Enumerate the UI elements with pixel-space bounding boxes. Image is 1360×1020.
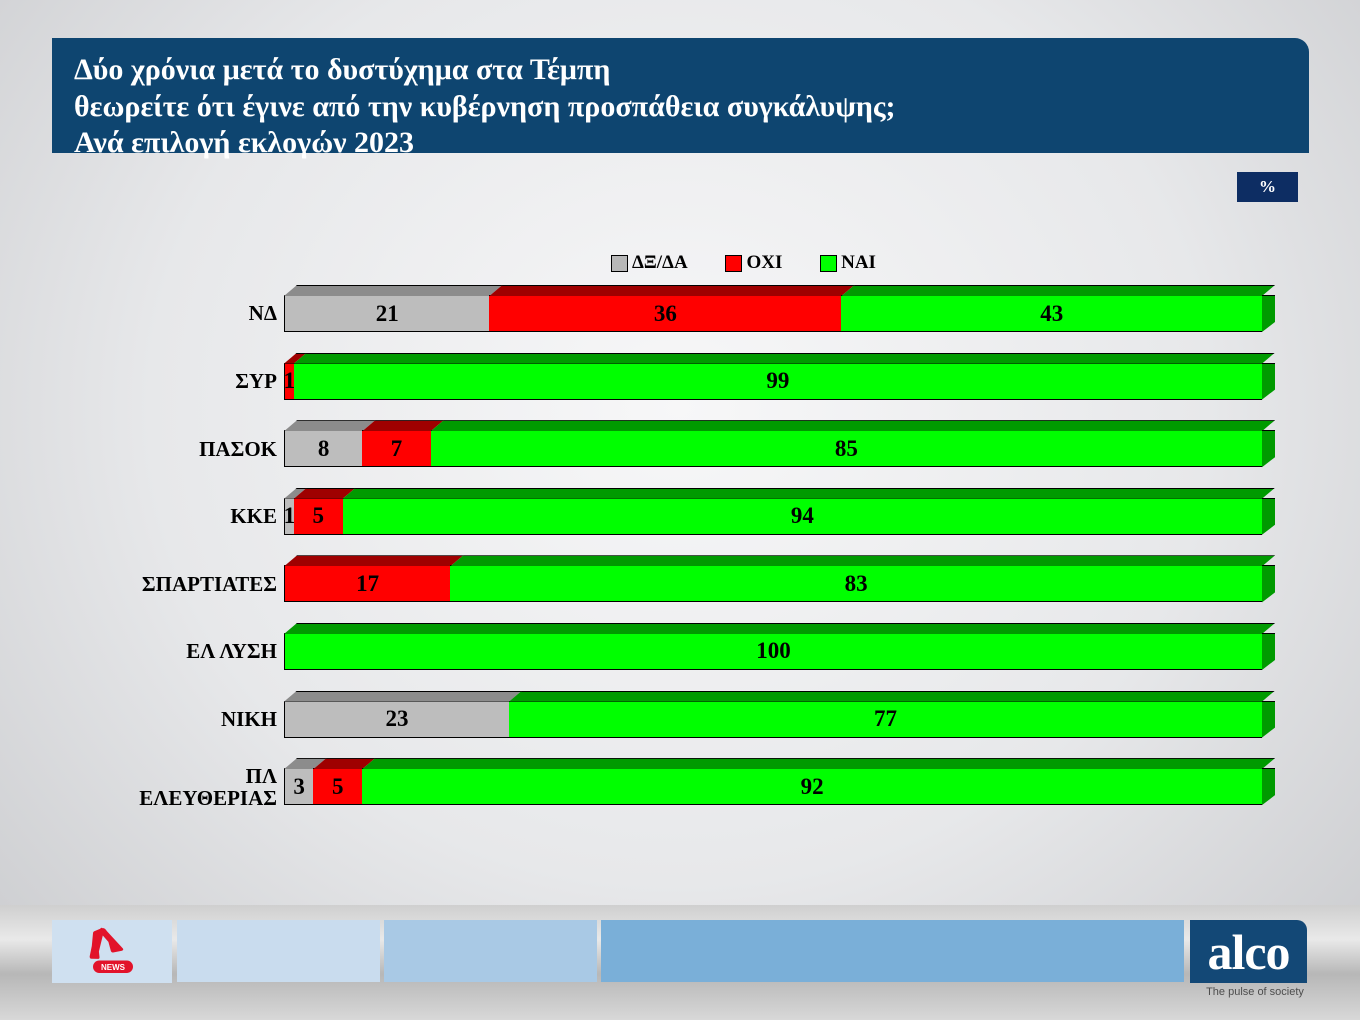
- svg-text:NEWS: NEWS: [101, 963, 126, 972]
